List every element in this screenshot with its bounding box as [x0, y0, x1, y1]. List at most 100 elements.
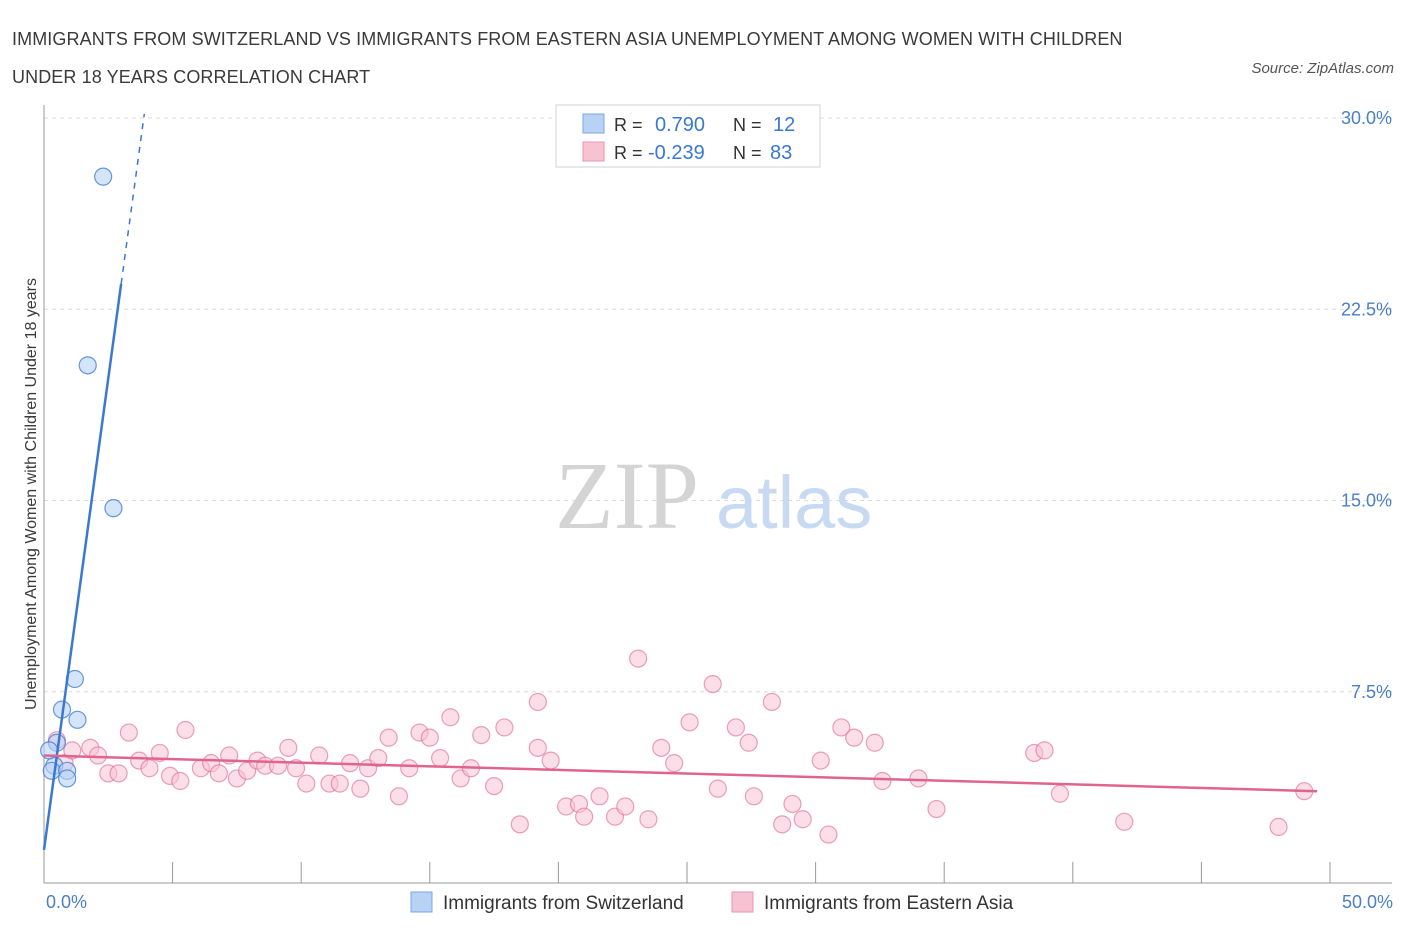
data-point-eastern-asia-64	[744, 787, 763, 806]
stats-r-label-1: R =	[614, 115, 643, 135]
gridlines	[44, 117, 1392, 693]
chart-title-line-1: IMMIGRANTS FROM SWITZERLAND VS IMMIGRANT…	[12, 29, 1123, 49]
data-point-switzerland-2	[104, 499, 123, 518]
series-switzerland-points	[40, 167, 123, 788]
trend-lines	[42, 113, 1318, 851]
legend-swatch-switzerland	[410, 891, 433, 913]
data-point-eastern-asia-58	[665, 754, 684, 773]
bottom-legend: Immigrants from Switzerland Immigrants f…	[410, 891, 1014, 914]
chart-title: IMMIGRANTS FROM SWITZERLAND VS IMMIGRANT…	[12, 20, 1212, 96]
data-point-eastern-asia-66	[773, 815, 792, 834]
data-point-eastern-asia-7	[119, 723, 138, 742]
data-point-eastern-asia-34	[389, 787, 409, 806]
data-point-eastern-asia-68	[793, 810, 812, 829]
data-point-eastern-asia-61	[708, 779, 727, 798]
tick-labels: 7.5% 15.0% 22.5% 30.0% 0.0% 50.0%	[46, 108, 1393, 912]
stats-n-value-1: 12	[773, 114, 795, 136]
data-point-eastern-asia-60	[703, 674, 722, 694]
data-point-eastern-asia-6	[109, 764, 128, 783]
data-point-switzerland-5	[68, 710, 87, 729]
data-point-eastern-asia-76	[927, 799, 946, 819]
data-point-eastern-asia-47	[528, 692, 547, 712]
data-point-eastern-asia-43	[485, 776, 504, 796]
legend-label-switzerland: Immigrants from Switzerland	[443, 893, 684, 914]
data-point-eastern-asia-62	[726, 718, 745, 737]
data-point-eastern-asia-79	[1050, 784, 1070, 803]
data-point-eastern-asia-28	[330, 774, 349, 793]
data-point-eastern-asia-78	[1035, 741, 1054, 760]
data-point-eastern-asia-24	[286, 759, 306, 778]
data-point-eastern-asia-72	[845, 728, 864, 747]
data-point-eastern-asia-9	[140, 759, 159, 778]
stats-r-value-2: -0.239	[648, 142, 705, 164]
watermark-atlas: atlas	[716, 461, 872, 544]
stats-swatch-pink	[582, 141, 605, 162]
data-point-eastern-asia-10	[150, 743, 169, 763]
x-tick-label-max: 50.0%	[1342, 892, 1393, 912]
data-point-eastern-asia-26	[310, 746, 329, 765]
data-point-eastern-asia-48	[541, 751, 560, 770]
data-point-eastern-asia-13	[176, 720, 195, 740]
x-tick-label-min: 0.0%	[46, 892, 87, 912]
y-tick-label-3: 30.0%	[1341, 108, 1392, 128]
data-point-eastern-asia-25	[297, 774, 316, 793]
data-point-eastern-asia-51	[575, 807, 594, 826]
data-point-eastern-asia-55	[629, 649, 648, 668]
data-point-eastern-asia-80	[1115, 812, 1134, 831]
data-point-eastern-asia-73	[865, 733, 884, 752]
data-point-switzerland-0	[94, 167, 113, 186]
data-point-eastern-asia-52	[590, 787, 609, 806]
data-point-eastern-asia-67	[783, 794, 802, 814]
data-point-eastern-asia-46	[528, 738, 547, 757]
data-point-eastern-asia-23	[279, 738, 298, 757]
legend-label-eastern-asia: Immigrants from Eastern Asia	[764, 893, 1014, 914]
data-point-eastern-asia-38	[430, 748, 450, 768]
data-point-eastern-asia-44	[495, 718, 514, 737]
source-credit: Source: ZipAtlas.com	[1251, 60, 1394, 77]
watermark-zip: ZIP	[555, 442, 699, 549]
data-point-eastern-asia-37	[420, 728, 439, 747]
data-point-eastern-asia-35	[400, 759, 419, 778]
data-point-switzerland-10	[58, 769, 77, 788]
chart-title-line-2: UNDER 18 YEARS CORRELATION CHART	[12, 67, 371, 87]
data-point-eastern-asia-4	[88, 746, 108, 765]
legend-swatch-eastern-asia	[731, 891, 754, 913]
data-point-eastern-asia-65	[762, 692, 781, 712]
y-tick-label-0: 7.5%	[1351, 682, 1392, 702]
data-point-eastern-asia-32	[369, 748, 388, 768]
trend-line-switzerland-extension	[120, 113, 146, 284]
data-point-eastern-asia-63	[739, 733, 758, 752]
stats-n-label-1: N =	[733, 115, 762, 135]
data-point-eastern-asia-22	[268, 756, 288, 775]
data-point-eastern-asia-56	[639, 810, 658, 829]
watermark: ZIP atlas	[555, 442, 872, 549]
y-tick-label-2: 22.5%	[1341, 299, 1392, 319]
data-point-eastern-asia-74	[873, 771, 892, 791]
data-point-eastern-asia-45	[510, 815, 529, 834]
data-point-eastern-asia-71	[832, 718, 851, 737]
data-point-eastern-asia-42	[472, 725, 491, 745]
data-point-eastern-asia-2	[63, 741, 82, 760]
series-eastern-asia-points	[47, 649, 1314, 844]
data-point-eastern-asia-54	[616, 797, 635, 816]
stats-swatch-blue	[582, 113, 605, 134]
data-point-eastern-asia-59	[680, 713, 699, 732]
data-point-eastern-asia-81	[1269, 817, 1288, 837]
data-point-eastern-asia-39	[441, 708, 460, 727]
data-point-switzerland-1	[78, 356, 97, 375]
data-point-eastern-asia-69	[811, 751, 830, 770]
stats-n-value-2: 83	[770, 142, 792, 164]
data-point-eastern-asia-33	[379, 728, 398, 747]
data-point-eastern-asia-57	[652, 738, 671, 757]
data-point-eastern-asia-12	[171, 771, 190, 791]
data-point-eastern-asia-30	[351, 779, 370, 798]
stats-r-label-2: R =	[614, 143, 643, 163]
y-tick-label-1: 15.0%	[1341, 491, 1392, 511]
data-point-switzerland-8	[42, 761, 61, 780]
trend-line-eastern-asia	[43, 754, 1318, 793]
data-point-eastern-asia-75	[909, 769, 928, 788]
stats-r-value-1: 0.790	[655, 114, 705, 136]
stats-n-label-2: N =	[733, 143, 762, 163]
data-point-eastern-asia-70	[819, 825, 838, 844]
